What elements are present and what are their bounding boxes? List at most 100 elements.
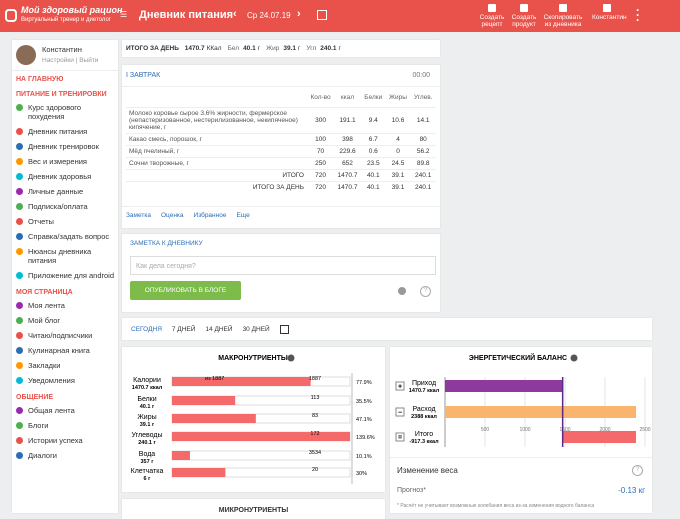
next-day[interactable]: ›: [297, 8, 301, 20]
period-tab[interactable]: 14 ДНЕЙ: [205, 325, 233, 333]
menu-icon: [16, 347, 23, 354]
logo-title[interactable]: Мой здоровый рацион: [21, 5, 123, 15]
x-tick-label: 500: [481, 427, 490, 433]
menu-label: Дневник тренировок: [28, 142, 99, 151]
date[interactable]: Ср 24.07.19: [247, 11, 291, 20]
cell: 4: [396, 136, 400, 143]
menu-item[interactable]: Справка/задать вопрос: [12, 230, 118, 245]
bar: [172, 377, 311, 386]
menu-item[interactable]: Дневник здоровья: [12, 170, 118, 185]
meal-title[interactable]: I ЗАВТРАК: [126, 72, 161, 79]
header-action[interactable]: Создать рецепт: [477, 4, 507, 28]
help-icon[interactable]: [570, 354, 578, 362]
row-value: -917.3 ккал: [409, 439, 439, 445]
logout-link[interactable]: Выйти: [79, 57, 99, 64]
menu-section[interactable]: ОБЩЕНИЕ: [16, 394, 54, 401]
menu-item[interactable]: Читаю/подписчики: [12, 329, 118, 344]
menu-item[interactable]: Мой блог: [12, 314, 118, 329]
x-tick-label: 2000: [599, 427, 610, 433]
summary-value: 39.1: [283, 45, 296, 52]
menu-label: Закладки: [28, 361, 61, 370]
food-row[interactable]: Какао смесь, порошок, г 100 398 6.7 4 80: [126, 133, 436, 146]
menu-item[interactable]: Нюансы дневника питания: [12, 245, 118, 269]
menu-item[interactable]: Истории успеха: [12, 434, 118, 449]
menu-section[interactable]: МОЯ СТРАНИЦА: [16, 289, 73, 296]
menu-item[interactable]: Блоги: [12, 419, 118, 434]
food-row[interactable]: Мёд пчелиный, г 70 229.6 0.6 0 56.2: [126, 145, 436, 158]
help-icon[interactable]: ?: [632, 465, 643, 476]
calendar-icon[interactable]: [317, 10, 327, 20]
header-action[interactable]: Скопировать из дневника: [543, 4, 583, 28]
cell: 720: [315, 184, 326, 191]
menu-item[interactable]: Отчеты: [12, 215, 118, 230]
settings-link[interactable]: Настройки: [42, 57, 74, 64]
note-input[interactable]: Как дела сегодня?: [130, 256, 436, 275]
menu-item[interactable]: Моя лента: [12, 299, 118, 314]
food-row[interactable]: Молоко коровье сырое 3.6% жирности, ферм…: [126, 107, 436, 134]
menu-label: Приложение для android: [28, 271, 114, 280]
menu-section[interactable]: ПИТАНИЕ И ТРЕНИРОВКИ: [16, 91, 107, 98]
avatar[interactable]: [16, 45, 36, 65]
menu-item[interactable]: Закладки: [12, 359, 118, 374]
menu-label: Общая лента: [28, 406, 75, 415]
header-action[interactable]: Константин: [592, 4, 627, 21]
norm-value: 20: [312, 467, 318, 473]
cell: 23.5: [366, 160, 380, 167]
action-label: Скопировать из дневника: [543, 14, 583, 28]
bar: [172, 468, 226, 477]
menu-item[interactable]: Приложение для android: [12, 269, 118, 284]
period-tabs: СЕГОДНЯ 7 ДНЕЙ 14 ДНЕЙ 30 ДНЕЙ: [122, 318, 652, 340]
prev-day[interactable]: ‹: [233, 8, 237, 20]
meal-link[interactable]: Заметка: [126, 212, 151, 219]
menu-item[interactable]: Подписка/оплата: [12, 200, 118, 215]
menu-icon: [16, 188, 23, 195]
menu-icon[interactable]: ☰: [120, 10, 128, 19]
cell: 250: [315, 160, 326, 167]
menu-item[interactable]: Общая лента: [12, 404, 118, 419]
menu-item[interactable]: Уведомления: [12, 374, 118, 389]
user-name[interactable]: Константин: [42, 45, 82, 54]
header-cell: Кол-во: [310, 94, 331, 101]
nutrient-amount: 1470.7 ккал: [132, 385, 163, 391]
meal-link[interactable]: Оценка: [161, 212, 184, 219]
menu-item[interactable]: Вес и измерения: [12, 155, 118, 170]
menu-item[interactable]: Дневник питания: [12, 125, 118, 140]
logo-icon[interactable]: [5, 9, 17, 22]
help-icon[interactable]: [287, 354, 295, 362]
action-icon: [559, 4, 567, 12]
meal-link[interactable]: Еще: [236, 212, 250, 219]
menu-item[interactable]: Кулинарная книга: [12, 344, 118, 359]
more-menu[interactable]: · · ·: [636, 3, 640, 27]
cell: 229.6: [339, 148, 356, 155]
settings-icon[interactable]: [398, 287, 406, 295]
menu-label: Подписка/оплата: [28, 202, 88, 211]
norm-value: 113: [311, 395, 320, 401]
menu-item[interactable]: Курс здорового похудения: [12, 101, 118, 125]
total-row: ИТОГО 720 1470.7 40.1 39.1 240.1: [126, 169, 436, 182]
period-tab[interactable]: СЕГОДНЯ: [131, 325, 162, 333]
help-icon[interactable]: ?: [420, 286, 431, 297]
cell: 240.1: [415, 184, 432, 191]
period-tab[interactable]: 30 ДНЕЙ: [242, 325, 270, 333]
norm-value: 83: [312, 413, 318, 419]
header-action[interactable]: Создать продукт: [509, 4, 539, 28]
food-row[interactable]: Сочни творожные, г 250 652 23.5 24.5 89.8: [126, 157, 436, 170]
name-cell: ИТОГО: [282, 172, 304, 179]
publish-button[interactable]: ОПУБЛИКОВАТЬ В БЛОГЕ: [130, 281, 241, 300]
header-cell: Белки: [364, 94, 383, 101]
menu-label: Дневник питания: [28, 127, 88, 136]
row-name: Расход: [412, 406, 435, 413]
cell: 40.1: [366, 172, 380, 179]
period-tab[interactable]: 7 ДНЕЙ: [171, 325, 196, 333]
action-label: Создать рецепт: [479, 14, 505, 28]
menu-item[interactable]: Дневник тренировок: [12, 140, 118, 155]
menu-item[interactable]: Личные данные: [12, 185, 118, 200]
menu-section[interactable]: НА ГЛАВНУЮ: [16, 76, 64, 83]
menu-item[interactable]: Диалоги: [12, 449, 118, 464]
calendar-icon[interactable]: [279, 324, 289, 334]
percent-label: 77.9%: [356, 380, 372, 386]
action-icon: [603, 4, 611, 12]
meal-link[interactable]: Избранное: [193, 212, 227, 219]
norm-value: 172: [310, 431, 319, 437]
summary-value: 240.1: [320, 45, 337, 52]
